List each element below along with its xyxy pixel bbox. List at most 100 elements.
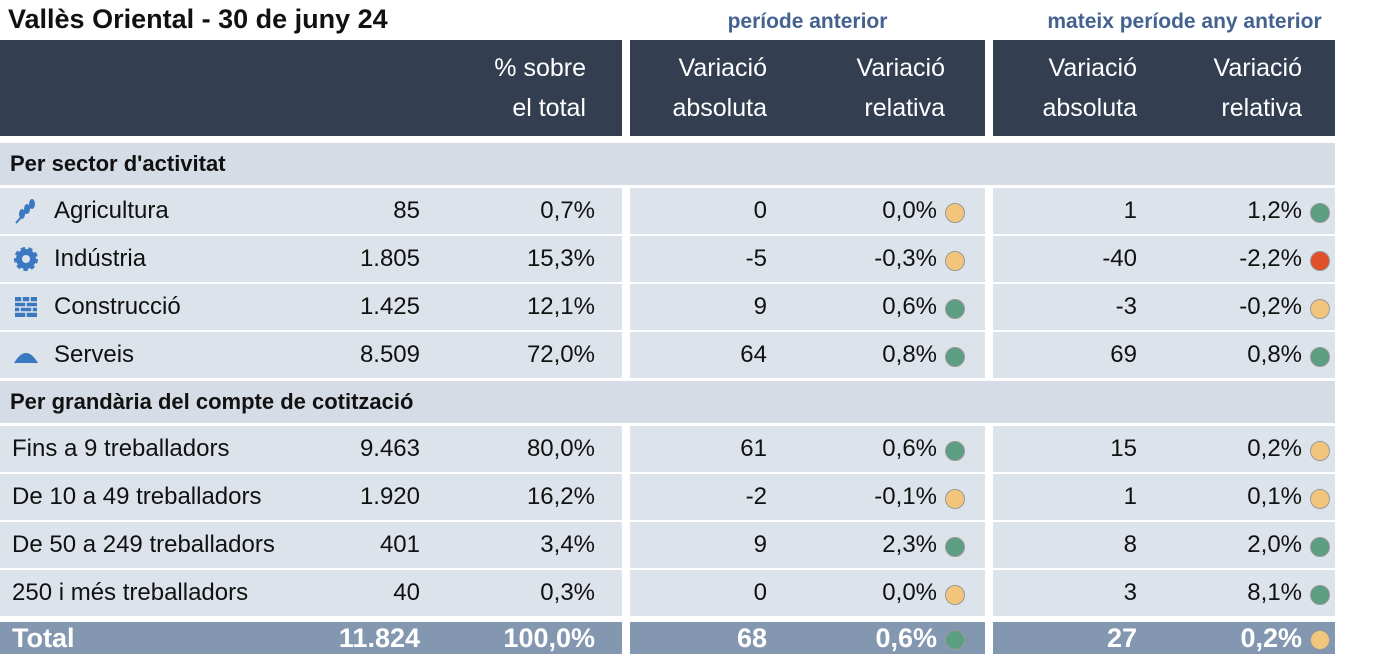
cell-value: 0,7%	[540, 197, 595, 224]
cell-value: 72,0%	[526, 341, 595, 368]
cell-value: 0	[753, 579, 767, 606]
total-row	[0, 622, 622, 654]
column-header: Variació	[1048, 54, 1137, 82]
cell-value: 1.425	[359, 293, 420, 320]
cell-value: 9	[753, 531, 767, 558]
cell-value: 64	[740, 341, 767, 368]
cell-value: 1	[1123, 483, 1137, 510]
row-label: Serveis	[54, 341, 135, 368]
column-header: Variació	[856, 54, 945, 82]
cell-value: 8,1%	[1247, 579, 1302, 606]
row-background	[993, 426, 1335, 472]
row-label: De 10 a 49 treballadors	[12, 483, 262, 510]
cell-value: -2	[745, 483, 767, 510]
cell-value: 0,0%	[882, 197, 937, 224]
row-background	[630, 474, 985, 520]
column-header: relativa	[864, 94, 945, 122]
cell-value: 40	[393, 579, 420, 606]
cell-value: 1.920	[359, 483, 420, 510]
row-background	[630, 426, 985, 472]
row-label: 250 i més treballadors	[12, 579, 249, 606]
row-background	[993, 522, 1335, 568]
row-background	[993, 570, 1335, 616]
row-background	[630, 284, 985, 330]
row-background	[0, 332, 622, 378]
row-background	[993, 474, 1335, 520]
cell-value: -5	[745, 245, 767, 272]
cell-value: 69	[1110, 341, 1137, 368]
cell-value: 1	[1123, 197, 1137, 224]
status-dot	[1310, 251, 1330, 271]
cell-value: 0,1%	[1247, 483, 1302, 510]
cell-value: 27	[1106, 622, 1137, 653]
cell-value: 80,0%	[526, 435, 595, 462]
cell-value: 9.463	[359, 435, 420, 462]
status-dot	[945, 203, 965, 223]
row-background	[630, 332, 985, 378]
row-background	[993, 188, 1335, 234]
icon	[12, 197, 40, 230]
cell-value: 0,6%	[875, 622, 937, 653]
cell-value: 2,3%	[882, 531, 937, 558]
row-background	[0, 474, 622, 520]
column-header: relativa	[1221, 94, 1302, 122]
section-header: Per sector d'activitat	[0, 143, 1335, 185]
cell-value: 85	[393, 197, 420, 224]
cell-value: 3	[1123, 579, 1137, 606]
column-header: el total	[512, 94, 586, 122]
status-dot	[945, 630, 965, 650]
cell-value: 0,3%	[540, 579, 595, 606]
row-background	[0, 570, 622, 616]
cell-value: 68	[736, 622, 767, 653]
status-dot	[945, 347, 965, 367]
cell-value: 15	[1110, 435, 1137, 462]
status-dot	[1310, 537, 1330, 557]
section-header: Per grandària del compte de cotització	[0, 381, 1335, 423]
cell-value: 0,0%	[882, 579, 937, 606]
cell-value: 15,3%	[526, 245, 595, 272]
status-dot	[945, 441, 965, 461]
icon	[12, 341, 40, 374]
row-label: Indústria	[54, 245, 147, 272]
row-background	[0, 284, 622, 330]
cell-value: 0,6%	[882, 293, 937, 320]
total-row	[993, 622, 1335, 654]
cell-value: -40	[1102, 245, 1137, 272]
cell-value: -0,1%	[874, 483, 937, 510]
cell-value: 16,2%	[526, 483, 595, 510]
page-title: Vallès Oriental - 30 de juny 24	[8, 4, 388, 34]
header-band	[630, 40, 985, 136]
cell-value: 12,1%	[526, 293, 595, 320]
status-dot	[1310, 489, 1330, 509]
cell-value: -0,3%	[874, 245, 937, 272]
row-label: Fins a 9 treballadors	[12, 435, 230, 462]
header-band	[0, 40, 622, 136]
column-header: absoluta	[672, 94, 767, 122]
cell-value: 0,6%	[882, 435, 937, 462]
header-band	[993, 40, 1335, 136]
column-header: Variació	[1213, 54, 1302, 82]
status-dot	[1310, 203, 1330, 223]
row-background	[630, 188, 985, 234]
cell-value: 3,4%	[540, 531, 595, 558]
cell-value: 0	[753, 197, 767, 224]
row-background	[0, 236, 622, 282]
row-background	[0, 188, 622, 234]
cell-value: 100,0%	[503, 622, 595, 653]
row-background	[993, 236, 1335, 282]
status-dot	[945, 537, 965, 557]
cell-value: 0,2%	[1247, 435, 1302, 462]
icon	[12, 293, 40, 326]
cell-value: 8	[1123, 531, 1137, 558]
cell-value: 0,8%	[1247, 341, 1302, 368]
cell-value: 0,2%	[1240, 622, 1302, 653]
row-background	[993, 332, 1335, 378]
cell-value: -2,2%	[1239, 245, 1302, 272]
row-background	[630, 570, 985, 616]
row-background	[630, 522, 985, 568]
row-background	[630, 236, 985, 282]
row-label: Agricultura	[54, 197, 169, 224]
column-header: absoluta	[1042, 94, 1137, 122]
status-dot	[1310, 299, 1330, 319]
row-background	[0, 426, 622, 472]
